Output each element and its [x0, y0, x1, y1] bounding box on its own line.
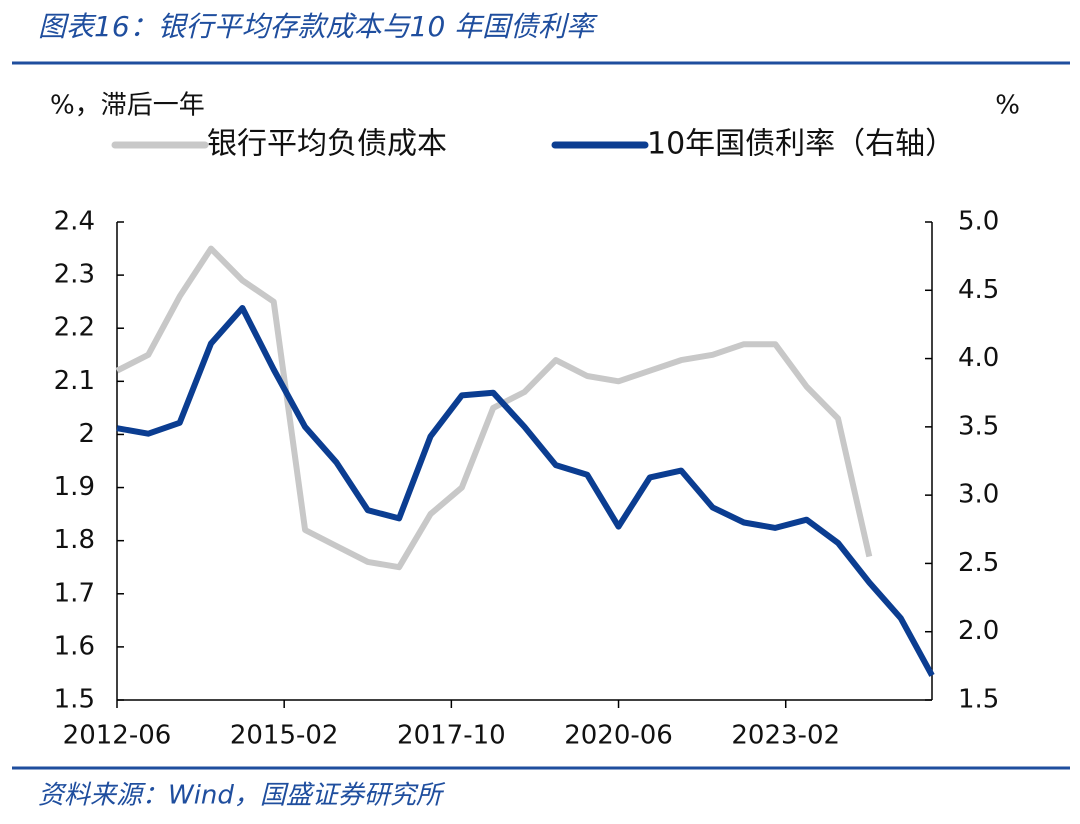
y2-tick-label: 1.5 — [958, 685, 999, 715]
y2-tick-label: 4.5 — [958, 275, 999, 305]
x-tick-label: 2023-02 — [731, 721, 840, 751]
y2-tick-label: 3.0 — [958, 480, 999, 510]
legend-label: 10年国债利率（右轴） — [647, 127, 955, 162]
x-tick-label: 2015-02 — [230, 721, 339, 751]
y2-tick-label: 2.0 — [958, 616, 999, 646]
series-line — [116, 305, 935, 677]
y2-tick-label: 4.0 — [958, 343, 999, 373]
y-axis-label: %，滞后一年 — [50, 91, 205, 121]
y-tick-label: 1.7 — [54, 578, 95, 608]
y-tick-label: 1.8 — [54, 525, 95, 555]
legend-label: 银行平均负债成本 — [207, 127, 447, 162]
y2-tick-label: 2.5 — [958, 548, 999, 578]
y-tick-label: 1.5 — [54, 685, 95, 715]
y2-tick-label: 3.5 — [958, 411, 999, 441]
y-tick-label: 1.6 — [54, 631, 95, 661]
x-tick-label: 2020-06 — [564, 721, 673, 751]
y-tick-label: 2.2 — [54, 313, 95, 343]
chart-title: 图表16：银行平均存款成本与10 年国债利率 — [38, 10, 598, 43]
x-tick-label: 2017-10 — [397, 721, 506, 751]
source: 资料来源：Wind，国盛证券研究所 — [38, 781, 446, 811]
y2-axis-label: % — [995, 91, 1020, 121]
y-tick-label: 2 — [78, 419, 95, 449]
y-tick-label: 1.9 — [54, 472, 95, 502]
series-line — [115, 245, 873, 571]
y-tick-label: 2.4 — [54, 207, 95, 237]
y2-tick-label: 5.0 — [958, 207, 999, 237]
y-tick-label: 2.1 — [54, 366, 95, 396]
x-tick-label: 2012-06 — [63, 721, 172, 751]
y-tick-label: 2.3 — [54, 260, 95, 290]
